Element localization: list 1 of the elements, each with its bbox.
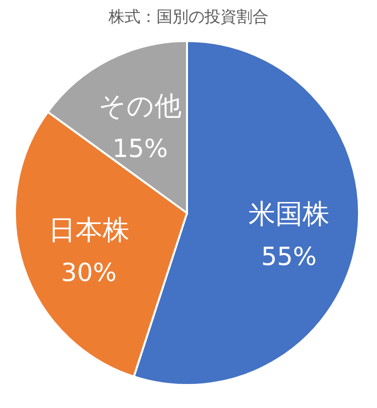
title: 株式：国別の投資割合 <box>108 7 268 26</box>
